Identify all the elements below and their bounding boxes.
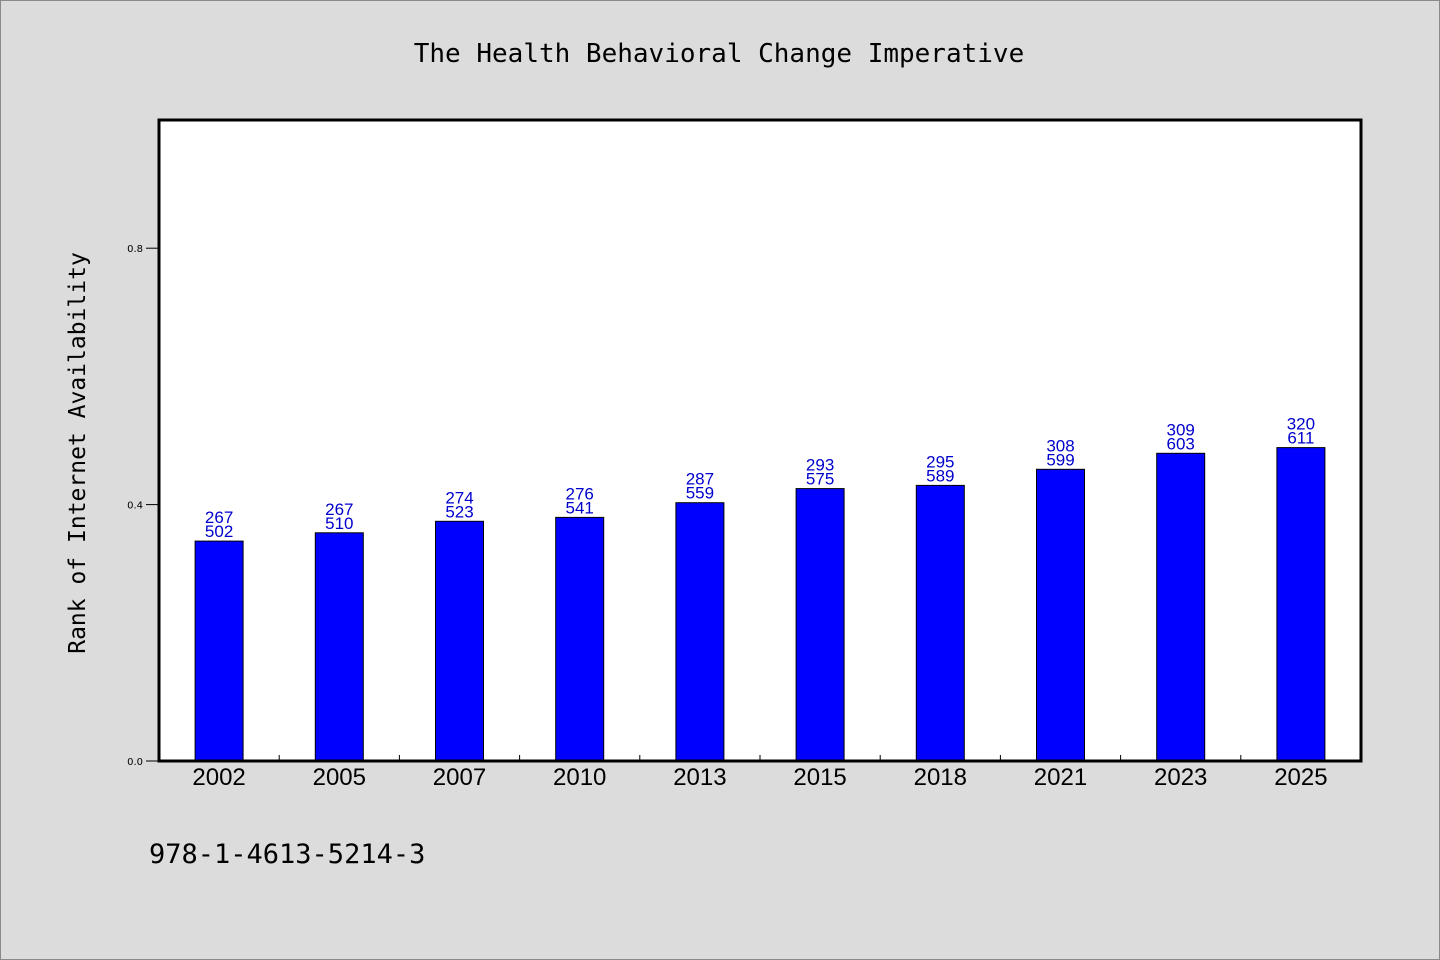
data-label-bottom-2007: 523: [445, 502, 473, 521]
data-labels: 2675022675102745232765412875592935752955…: [205, 415, 1315, 541]
bar-2023: [1156, 452, 1206, 762]
bar-2021: [1036, 468, 1085, 762]
data-label-top-2007: 274: [445, 488, 473, 507]
x-tick-label-2007: 2007: [433, 764, 486, 791]
data-label-top-2005: 267: [325, 500, 353, 519]
chart-title: The Health Behavioral Change Imperative: [414, 39, 1024, 69]
bar-2013: [675, 502, 725, 762]
data-label-bottom-2013: 559: [686, 484, 714, 503]
bar-2007: [435, 520, 484, 762]
data-label-bottom-2023: 603: [1167, 434, 1195, 453]
y-tick-labels: 0.0 0.4 0.8: [127, 244, 143, 768]
bar-2018: [915, 484, 965, 762]
data-label-top-2021: 308: [1046, 436, 1074, 455]
x-tick-labels: 2002 2005 2007 2010 2013 2015 2018 2021 2023 2025: [192, 764, 1327, 791]
y-tick-label: 0.0: [127, 757, 143, 768]
bar-2015: [795, 488, 845, 762]
plot-frame: [157, 118, 1363, 763]
data-label-bottom-2018: 589: [926, 466, 954, 485]
bar-2002: [194, 540, 244, 762]
y-tick-label: 0.8: [127, 244, 143, 255]
bar-2010: [555, 516, 605, 762]
data-label-top-2015: 293: [806, 456, 834, 475]
data-label-top-2023: 309: [1167, 420, 1195, 439]
bars: [194, 447, 1326, 762]
x-tick-label-2002: 2002: [192, 764, 245, 791]
y-axis-label: Rank of Internet Availability: [65, 252, 91, 654]
bar-2005: [314, 532, 364, 762]
x-tick-label-2010: 2010: [553, 764, 606, 791]
data-label-top-2002: 267: [205, 508, 233, 527]
data-label-bottom-2021: 599: [1046, 450, 1074, 469]
data-label-top-2010: 276: [566, 484, 594, 503]
x-tick-label-2023: 2023: [1154, 764, 1207, 791]
data-label-top-2013: 287: [686, 470, 714, 489]
x-tick-label-2015: 2015: [793, 764, 846, 791]
x-tick-label-2018: 2018: [914, 764, 967, 791]
data-label-bottom-2015: 575: [806, 470, 834, 489]
data-label-bottom-2002: 502: [205, 522, 233, 541]
data-label-top-2025: 320: [1287, 415, 1315, 434]
bar-2025: [1276, 447, 1326, 762]
data-label-bottom-2010: 541: [566, 498, 594, 517]
y-tick-label: 0.4: [127, 501, 143, 512]
data-label-top-2018: 295: [926, 452, 954, 471]
x-tick-label-2013: 2013: [673, 764, 726, 791]
footnote-isbn: 978-1-4613-5214-3: [149, 839, 425, 870]
x-tick-label-2021: 2021: [1034, 764, 1087, 791]
data-label-bottom-2005: 510: [325, 514, 353, 533]
x-tick-label-2025: 2025: [1274, 764, 1327, 791]
x-tick-label-2005: 2005: [313, 764, 366, 791]
data-label-bottom-2025: 611: [1287, 429, 1314, 448]
